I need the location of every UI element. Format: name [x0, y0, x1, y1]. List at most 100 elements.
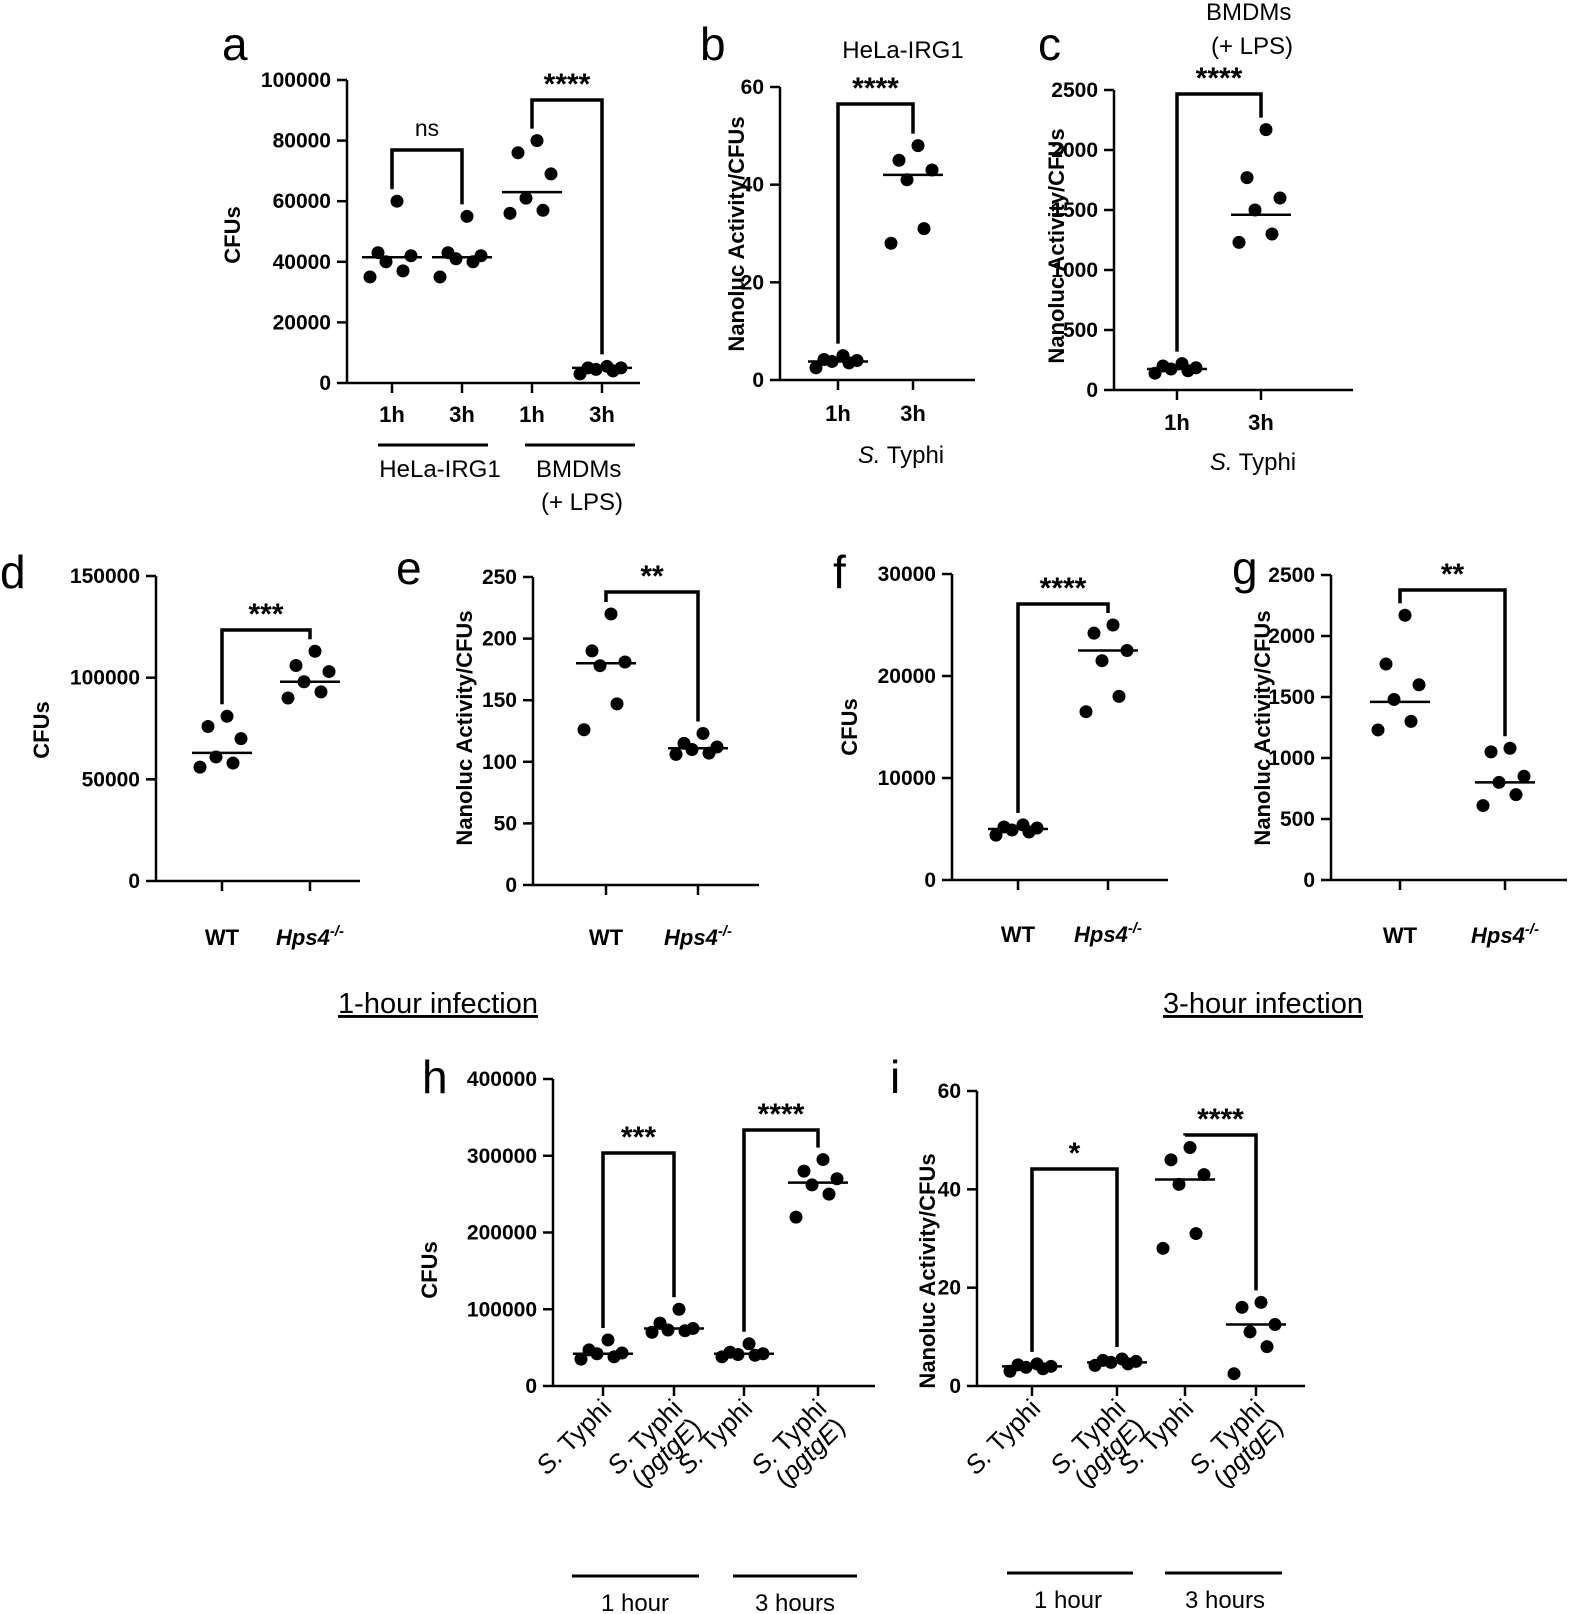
significance-bracket	[1175, 92, 1263, 352]
data-point	[1175, 357, 1189, 371]
three-hour-infection-title: 3-hour infection	[1163, 988, 1363, 1020]
y-tick-label: 0	[525, 1375, 537, 1398]
y-axis-label: Nanoluc Activity/CFUs	[1250, 610, 1275, 845]
y-tick-label: 100000	[261, 69, 331, 92]
panel-b: b HeLa-IRG1 0 20 40 60 1h 3h **** Nanoluc Ac…	[700, 18, 975, 469]
panel-h: h 0 100000 200000 300000 400000 S. Typhi S. T…	[417, 1051, 875, 1614]
data-point	[544, 167, 558, 181]
y-tick-label: 80000	[273, 130, 331, 153]
data-point	[809, 361, 823, 375]
x-category-label: Hps4-/-	[664, 923, 732, 950]
data-point	[519, 191, 533, 205]
x-categories: WT Hps4-/-	[1383, 880, 1539, 948]
x-axis-label-species: Typhi	[1233, 449, 1297, 476]
x-category-label: 1h	[519, 402, 545, 427]
x-category-line-1: S. Typhi	[959, 1393, 1046, 1480]
y-tick-label: 500	[1280, 808, 1315, 831]
y-tick-label: 60000	[273, 190, 331, 213]
x-category-label: 3h	[900, 401, 926, 426]
data-point	[193, 760, 207, 774]
data-point	[1503, 741, 1517, 755]
axes	[1112, 90, 1353, 392]
data-point	[577, 723, 591, 737]
x-category-label: S. Typhi(pgtgE)	[745, 1393, 851, 1499]
data-point	[1079, 705, 1093, 719]
y-axis-label: CFUs	[29, 701, 54, 758]
panel-c: c BMDMs (+ LPS) 0 500 1000 1500 2000 2500 1h 3…	[1038, 0, 1353, 476]
panel-c-title-line-1: BMDMs	[1206, 0, 1291, 26]
x-category-line-1: S. Typhi	[530, 1393, 617, 1480]
x-category-label: WT	[589, 925, 624, 950]
significance-brackets: ****	[1016, 572, 1110, 813]
y-tick-label: 0	[505, 874, 517, 897]
significance-bracket	[1183, 1133, 1258, 1291]
x-category-label: S. Typhi	[959, 1393, 1046, 1480]
significance-brackets: **	[604, 560, 700, 722]
data-point	[363, 270, 377, 284]
data-point	[396, 264, 410, 278]
group-label-2: 3 hours	[755, 1590, 835, 1614]
y-tick-label: 50000	[82, 768, 140, 791]
y-tick-label: 2000	[1051, 139, 1098, 162]
y-tick-label: 150	[482, 689, 517, 712]
data-point	[917, 222, 931, 236]
x-category-label: Hps4-/-	[1471, 921, 1539, 948]
group-label-2: 3 hours	[1185, 1587, 1265, 1614]
y-tick-label: 1000	[1051, 259, 1098, 282]
data-marks	[576, 607, 728, 761]
data-point	[997, 820, 1011, 834]
data-point	[1240, 171, 1254, 185]
data-marks	[988, 618, 1138, 842]
significance-label: ****	[1197, 1103, 1244, 1136]
panel-a: a 0 20000 40000 60000 80000 100000 1h 3h 1h 3h n…	[220, 18, 640, 516]
panel-letter-e: e	[396, 542, 422, 594]
data-point	[1232, 235, 1246, 249]
data-point	[1260, 1340, 1274, 1354]
y-tick-label: 40000	[273, 251, 331, 274]
x-category-superscript: -/-	[330, 923, 344, 940]
y-tick-label: 0	[319, 372, 331, 395]
data-point	[822, 1187, 836, 1201]
data-point	[1156, 359, 1170, 373]
y-tick-label: 500	[1063, 319, 1098, 342]
x-categories: 1h 3h	[1164, 390, 1274, 435]
significance-bracket	[601, 1151, 676, 1328]
x-category-superscript: -/-	[1128, 920, 1142, 937]
data-point	[314, 685, 328, 699]
data-point	[1412, 678, 1426, 692]
data-point	[379, 255, 393, 269]
data-point	[1254, 1295, 1268, 1309]
data-point	[601, 1333, 615, 1347]
x-category-superscript: -/-	[718, 923, 732, 940]
data-point	[474, 249, 488, 263]
axes	[154, 576, 360, 883]
panel-letter-a: a	[222, 18, 248, 70]
x-category-label: WT	[1383, 923, 1418, 948]
data-point	[1112, 689, 1126, 703]
significance-bracket	[1398, 588, 1507, 737]
data-point	[1476, 799, 1490, 813]
axes	[950, 574, 1168, 882]
y-tick-label: 0	[752, 369, 764, 392]
significance-label: ***	[248, 598, 283, 631]
data-point	[1106, 618, 1120, 632]
data-point	[322, 665, 336, 679]
data-point	[600, 359, 614, 373]
x-categories: WT Hps4-/-	[205, 881, 344, 950]
y-tick-label: 2000	[1268, 625, 1315, 648]
y-tick-label: 30000	[878, 563, 936, 586]
y-tick-label: 200000	[467, 1222, 537, 1245]
significance-bracket	[836, 102, 915, 344]
y-tick-label: 60	[741, 76, 764, 99]
data-point	[604, 607, 618, 621]
x-axis-label: S. Typhi	[1210, 449, 1296, 476]
x-categories: WT Hps4-/-	[589, 885, 732, 950]
y-tick-label: 100000	[70, 667, 140, 690]
one-hour-infection-title: 1-hour infection	[338, 988, 538, 1020]
y-axis-label: CFUs	[417, 1241, 442, 1298]
data-point	[677, 736, 691, 750]
y-tick-label: 250	[482, 566, 517, 589]
significance-bracket	[390, 148, 464, 205]
data-point	[1387, 692, 1401, 706]
